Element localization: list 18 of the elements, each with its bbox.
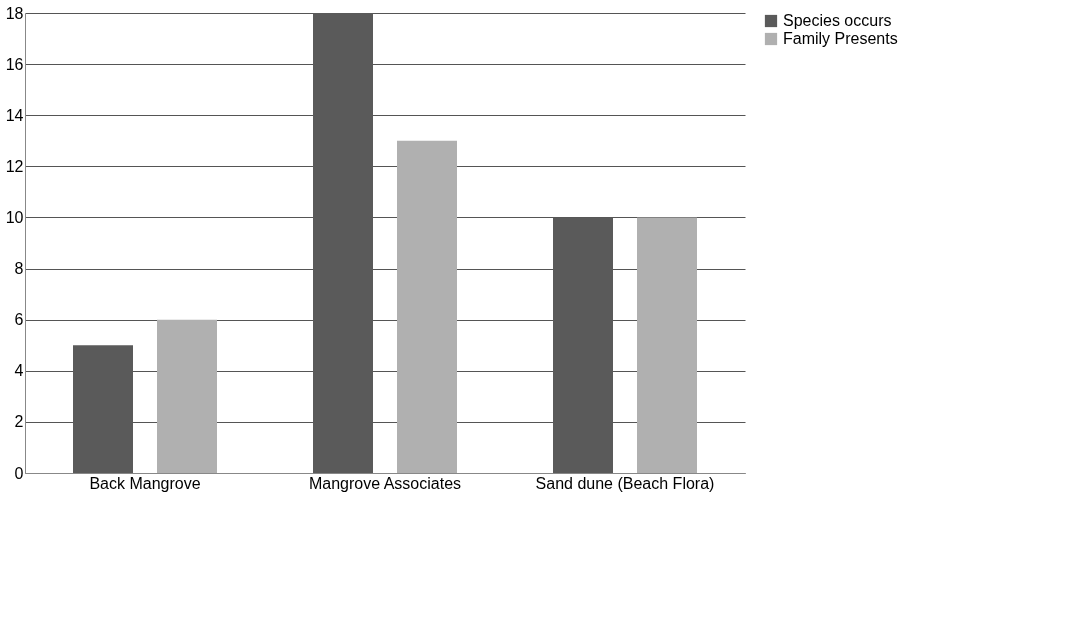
y-tick-label: 12 [5, 157, 24, 175]
y-tick-label: 0 [14, 464, 24, 482]
y-tick-label: 18 [5, 4, 24, 22]
y-tick-label: 10 [5, 208, 24, 226]
bar [157, 319, 217, 473]
y-tick-label: 8 [14, 260, 24, 278]
bar [637, 217, 697, 473]
bar [397, 140, 457, 473]
y-tick-label: 16 [5, 55, 24, 73]
legend-label: Species occurs [783, 12, 892, 29]
y-tick-label: 4 [14, 362, 24, 380]
x-tick-label: Sand dune (Beach Flora) [535, 474, 715, 492]
x-tick-label: Back Mangrove [89, 474, 201, 492]
legend-label: Family Presents [783, 30, 898, 47]
y-tick-label: 2 [14, 413, 24, 431]
y-tick-label: 6 [14, 311, 24, 329]
y-tick-label: 14 [5, 106, 24, 124]
x-tick-label: Mangrove Associates [308, 474, 462, 492]
